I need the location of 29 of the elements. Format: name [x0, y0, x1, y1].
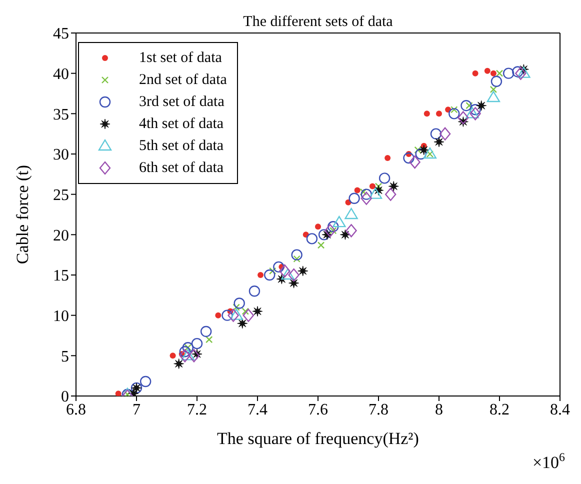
y-tick-label: 5 — [61, 348, 69, 366]
x-tick-label: 6.8 — [66, 401, 86, 418]
x-tick-label: 8 — [435, 401, 443, 418]
text: ×10$^{6}$ — [532, 450, 566, 472]
chart-title: The different sets of data — [243, 14, 394, 30]
legend-label: 3rd set of data — [139, 94, 224, 110]
legend-label: 5th set of data — [139, 138, 224, 154]
x-tick-label: 7 — [132, 401, 140, 418]
y-tick-label: 0 — [61, 388, 69, 406]
legend-label: 2nd set of data — [139, 72, 227, 88]
y-tick-label: 30 — [53, 146, 69, 164]
y-tick-label: 15 — [53, 268, 69, 285]
y-tick-label: 25 — [53, 187, 69, 204]
legend-label: 4th set of data — [139, 116, 224, 132]
y-tick-label: 20 — [53, 227, 69, 244]
x-tick-label: 7.6 — [308, 401, 328, 418]
x-tick-label: 7.8 — [368, 401, 388, 418]
x-axis-title: The square of frequency(Hz²) — [217, 429, 419, 448]
legend-label: 6th set of data — [139, 160, 224, 176]
x-tick-label: 8.2 — [490, 401, 510, 418]
y-tick-label: 40 — [53, 66, 69, 84]
y-tick-label: 45 — [53, 26, 69, 43]
legend-label: 1st set of data — [139, 50, 222, 66]
x-tick-label: 8.4 — [550, 401, 570, 418]
x-tick-label: 7.4 — [248, 401, 268, 418]
y-tick-label: 35 — [53, 106, 69, 124]
y-tick-label: 10 — [53, 308, 69, 326]
x-tick-label: 7.2 — [187, 401, 207, 418]
y-axis-title: Cable force (t) — [13, 164, 32, 264]
